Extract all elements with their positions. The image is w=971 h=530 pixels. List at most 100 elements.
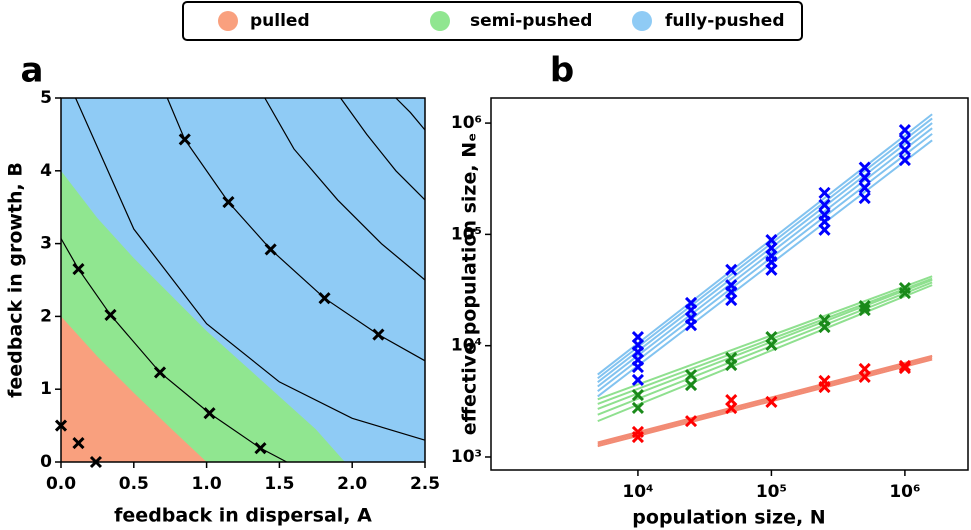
y-tick-label: 2 xyxy=(40,306,52,326)
point xyxy=(725,263,738,276)
fit-line xyxy=(597,133,933,392)
point xyxy=(631,360,644,374)
panel-label: b xyxy=(550,51,574,91)
point xyxy=(222,196,235,209)
x-tick-label: 1.5 xyxy=(264,474,294,494)
point xyxy=(153,366,167,379)
fit-line xyxy=(597,356,933,446)
contour-line xyxy=(75,97,426,441)
point xyxy=(684,415,698,428)
panel-label: a xyxy=(21,51,44,91)
contour-line xyxy=(264,97,426,281)
y-tick-label: 5 xyxy=(40,88,52,108)
point xyxy=(631,401,644,414)
x-tick-label: 2.0 xyxy=(337,474,367,494)
point xyxy=(684,319,698,332)
point xyxy=(898,123,911,137)
x-axis-label: feedback in dispersal, A xyxy=(114,505,372,527)
point xyxy=(818,223,831,236)
point xyxy=(254,442,267,455)
point xyxy=(765,338,778,351)
point xyxy=(898,143,911,157)
point xyxy=(631,430,644,444)
contour-line xyxy=(395,97,426,131)
fit-line xyxy=(597,139,933,398)
legend-label: pulled xyxy=(250,11,310,31)
point xyxy=(104,308,117,322)
point xyxy=(765,395,778,409)
point xyxy=(898,133,911,147)
plot-frame xyxy=(490,97,969,471)
point xyxy=(898,287,911,300)
y-axis-label: feedback in growth, B xyxy=(5,162,27,398)
point xyxy=(858,161,871,174)
point xyxy=(765,263,778,276)
x-tick-label: 10⁴ xyxy=(622,482,653,502)
plot-frame xyxy=(60,97,426,463)
point xyxy=(264,243,277,256)
x-tick-label: 10⁶ xyxy=(889,482,920,502)
y-tick-label: 10⁵ xyxy=(451,224,482,244)
point xyxy=(178,133,191,146)
point xyxy=(318,292,331,305)
legend-box xyxy=(182,1,803,41)
region xyxy=(61,170,345,463)
x-tick-label: 0.0 xyxy=(46,474,76,494)
fit-line xyxy=(597,122,933,383)
fit-line xyxy=(597,358,933,448)
y-tick-label: 4 xyxy=(40,161,52,181)
fit-line xyxy=(597,281,933,416)
point xyxy=(372,328,385,341)
fit-line xyxy=(597,284,933,423)
point xyxy=(858,370,871,383)
point xyxy=(858,303,871,317)
x-tick-label: 2.5 xyxy=(410,474,440,494)
region xyxy=(61,316,207,462)
point xyxy=(898,154,911,167)
fit-line xyxy=(597,278,933,410)
fit-line xyxy=(597,277,933,405)
point xyxy=(725,293,738,307)
y-tick-label: 10³ xyxy=(451,447,482,467)
fit-line xyxy=(597,127,933,388)
point xyxy=(684,378,698,392)
y-axis-label: effective population size, Nₑ xyxy=(459,133,481,435)
point xyxy=(725,358,738,372)
fit-line xyxy=(597,117,933,380)
point xyxy=(818,321,831,334)
x-tick-label: 0.5 xyxy=(119,474,149,494)
x-tick-label: 10⁵ xyxy=(756,482,787,502)
x-tick-label: 1.0 xyxy=(192,474,222,494)
legend-swatch xyxy=(632,11,652,31)
point xyxy=(72,263,85,276)
y-tick-label: 10⁶ xyxy=(451,113,482,133)
fit-line xyxy=(597,354,933,444)
point xyxy=(725,402,738,415)
contour-line xyxy=(340,97,426,201)
point xyxy=(631,373,644,387)
point xyxy=(818,186,831,199)
fit-line xyxy=(597,275,933,401)
point xyxy=(898,361,911,375)
legend-label: fully-pushed xyxy=(665,11,784,31)
legend-swatch xyxy=(218,11,238,31)
legend-swatch xyxy=(430,11,450,31)
point xyxy=(858,191,871,205)
fit-line xyxy=(597,113,933,376)
point xyxy=(684,368,698,382)
point xyxy=(203,407,216,420)
legend-label: semi-pushed xyxy=(470,11,592,31)
point xyxy=(858,181,871,194)
y-tick-label: 3 xyxy=(40,234,52,254)
point xyxy=(818,380,831,394)
point xyxy=(858,299,871,313)
y-tick-label: 0 xyxy=(40,452,52,472)
point xyxy=(72,437,85,450)
point xyxy=(818,198,831,211)
point xyxy=(858,171,871,184)
y-tick-label: 10⁴ xyxy=(451,336,482,356)
x-axis-label: population size, N xyxy=(632,507,825,529)
point xyxy=(631,389,644,402)
y-tick-label: 1 xyxy=(40,379,52,399)
